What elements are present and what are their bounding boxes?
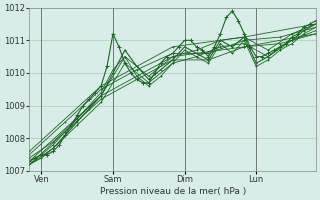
X-axis label: Pression niveau de la mer( hPa ): Pression niveau de la mer( hPa )	[100, 187, 246, 196]
